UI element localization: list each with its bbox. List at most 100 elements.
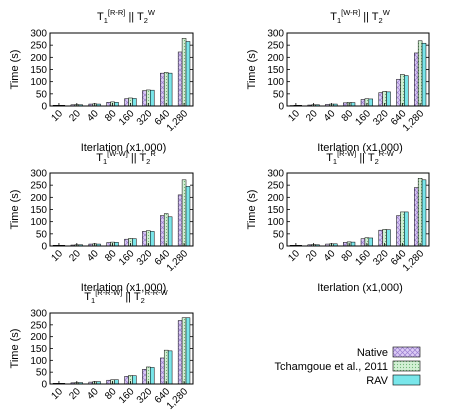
x-tick-label: 160: [353, 248, 373, 268]
bar-native-1280: [177, 51, 183, 107]
x-tick-label: 10: [286, 248, 302, 264]
y-tick-label: 150: [30, 344, 47, 355]
y-tick-label: 0: [278, 102, 284, 113]
y-tick-label: 0: [41, 380, 47, 391]
bar-native-320: [142, 90, 147, 107]
y-tick-label: 150: [30, 65, 47, 76]
bar-rav-160: [132, 375, 137, 385]
bar-native-80: [106, 242, 111, 247]
x-tick-label: 10: [49, 248, 65, 264]
legend: Native Tchamgoue et al., 2011 RAV: [274, 346, 421, 387]
y-tick-label: 200: [30, 332, 47, 343]
bar-rav-640: [167, 350, 173, 385]
x-tick-label: 40: [322, 248, 338, 264]
chart-title: T1[R-R] || T2W: [97, 8, 156, 25]
bar-tchamgoue-et-al-2011-640: [163, 349, 169, 385]
bar-rav-160: [368, 237, 373, 247]
y-tick-label: 100: [267, 217, 284, 228]
y-tick-label: 250: [30, 41, 47, 52]
x-tick-label: 320: [135, 248, 155, 268]
x-tick-label: 20: [304, 248, 320, 264]
y-tick-label: 250: [267, 41, 284, 52]
bar-rav-1280: [185, 41, 191, 107]
bar-tchamgoue-et-al-2011-1280: [417, 40, 423, 107]
bar-native-80: [106, 379, 111, 385]
x-tick-label: 20: [67, 386, 83, 402]
bar-native-160: [124, 238, 129, 247]
y-tick-label: 0: [41, 242, 47, 253]
x-tick-label: 160: [117, 108, 137, 128]
bar-rav-320: [386, 91, 391, 107]
x-tick-label: 80: [340, 248, 356, 264]
x-tick-label: 320: [135, 386, 155, 406]
plot-frame: [49, 32, 194, 107]
bar-native-640: [396, 215, 401, 247]
bar-rav-320: [386, 229, 391, 247]
bar-native-80: [343, 242, 348, 247]
bar-native-1280: [414, 187, 419, 247]
y-tick-label: 50: [273, 229, 285, 240]
bar-native-640: [396, 78, 401, 107]
y-tick-label: 150: [267, 65, 284, 76]
legend-swatch-crosshatch: [392, 346, 421, 358]
y-tick-label: 200: [267, 53, 284, 64]
bar-rav-160: [132, 98, 137, 107]
x-tick-label: 1,280: [165, 248, 191, 274]
x-tick-label: 20: [67, 108, 83, 124]
bar-rav-320: [150, 367, 155, 385]
bar-tchamgoue-et-al-2011-1280: [181, 317, 187, 385]
x-tick-label: 80: [103, 248, 119, 264]
bar-rav-80: [350, 102, 356, 107]
x-tick-label: 20: [304, 108, 320, 124]
bar-native-640: [160, 357, 165, 385]
bar-native-160: [360, 238, 366, 247]
y-axis-label: Time (s): [9, 190, 21, 230]
x-tick-label: 80: [340, 108, 356, 124]
bar-tchamgoue-et-al-2011-1280: [181, 179, 187, 247]
bar-native-1280: [177, 320, 183, 385]
x-axis-label: Iterlation (x1,000): [317, 142, 403, 154]
bar-rav-1280: [185, 317, 191, 385]
y-tick-label: 100: [30, 356, 47, 367]
y-tick-label: 100: [267, 77, 284, 88]
bar-native-320: [142, 231, 147, 247]
plot-frame: [286, 32, 430, 107]
bar-tchamgoue-et-al-2011-640: [163, 213, 169, 247]
y-axis-label: Time (s): [9, 50, 21, 90]
x-tick-label: 20: [67, 248, 83, 264]
y-tick-label: 300: [267, 169, 284, 180]
bar-native-320: [378, 92, 383, 107]
y-tick-label: 50: [36, 368, 48, 379]
chart-title: T1[W-W] || T2R: [96, 149, 156, 166]
bar-rav-160: [132, 238, 137, 247]
bar-native-320: [378, 229, 383, 247]
bar-rav-640: [404, 75, 409, 107]
x-tick-label: 1,280: [165, 386, 191, 412]
plot-frame: [286, 172, 430, 247]
y-tick-label: 300: [30, 169, 47, 180]
bar-tchamgoue-et-al-2011-1280: [417, 178, 423, 247]
y-tick-label: 250: [30, 320, 47, 331]
y-axis-label: Time (s): [9, 329, 21, 369]
x-tick-label: 1,280: [165, 108, 191, 134]
y-tick-label: 100: [30, 77, 47, 88]
bar-tchamgoue-et-al-2011-640: [400, 74, 405, 107]
x-axis-label: Iterlation (x1,000): [81, 142, 167, 154]
y-tick-label: 0: [41, 102, 47, 113]
x-tick-label: 40: [322, 108, 338, 124]
y-tick-label: 200: [30, 193, 47, 204]
bar-tchamgoue-et-al-2011-640: [400, 211, 405, 247]
y-tick-label: 200: [30, 53, 47, 64]
y-axis-label: Time (s): [246, 50, 258, 90]
x-tick-label: 320: [135, 108, 155, 128]
y-tick-label: 150: [30, 205, 47, 216]
legend-swatch-cyan: [392, 374, 421, 386]
y-tick-label: 50: [273, 89, 285, 100]
bar-rav-1280: [421, 42, 427, 107]
bar-tchamgoue-et-al-2011-1280: [181, 38, 187, 107]
bar-rav-320: [150, 231, 155, 247]
